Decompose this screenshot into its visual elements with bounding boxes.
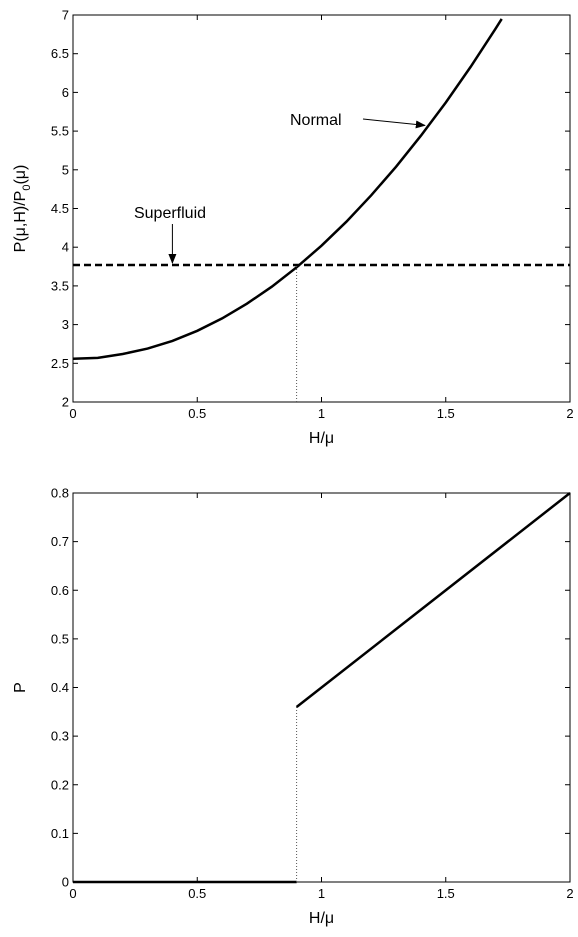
y-tick-label: 0.4	[51, 680, 69, 695]
y-tick-label: 7	[62, 8, 69, 23]
x-tick-label: 0	[69, 886, 76, 901]
y-tick-label: 2	[62, 395, 69, 410]
x-axis-label: H/μ	[309, 910, 334, 927]
annotation-normal-label: Normal	[290, 112, 342, 129]
y-tick-label: 3.5	[51, 278, 69, 293]
series-line-solid	[295, 492, 571, 708]
y-tick-label: 0.3	[51, 729, 69, 744]
series-group	[72, 18, 570, 402]
annotation-normal-arrow	[362, 118, 426, 129]
x-ticks: 0 0.5 1 1.5 2	[69, 15, 574, 421]
x-ticks: 0 0.5 1 1.5 2	[69, 493, 574, 901]
x-tick-label: 1	[318, 406, 325, 421]
x-tick-label: 0.5	[188, 406, 206, 421]
x-tick-label: 1.5	[437, 886, 455, 901]
chart-bottom: 00.10.20.30.40.50.60.70.8 0 0.5 1 1.5 2 H/μ …	[12, 486, 574, 928]
x-axis-label: H/μ	[309, 430, 334, 447]
y-tick-label: 2.5	[51, 356, 69, 371]
x-tick-label: 2	[566, 886, 573, 901]
y-tick-label: 6.5	[51, 46, 69, 61]
y-tick-label: 4.5	[51, 201, 69, 216]
x-tick-label: 0.5	[188, 886, 206, 901]
x-tick-label: 1.5	[437, 406, 455, 421]
annotations: Normal Superfluid	[134, 112, 426, 265]
y-tick-label: 0.8	[51, 486, 69, 501]
y-tick-label: 4	[62, 240, 69, 255]
series-line-solid	[72, 18, 503, 360]
annotation-superfluid-label: Superfluid	[134, 205, 206, 222]
chart-top: 2 2.5 3 3.5 4 4.5 5 5.5 6 6.5 7 0 0.5 1 1.5 2 Normal Su…	[12, 8, 574, 448]
x-tick-label: 2	[566, 406, 573, 421]
y-tick-label: 6	[62, 85, 69, 100]
y-ticks: 0 0.1 0.2 0.3 0.4 0.5 0.6 0.7 0.8	[51, 486, 570, 890]
y-axis-label-main: P(μ,H)/P	[12, 191, 29, 253]
y-tick-label: 0.7	[51, 534, 69, 549]
y-tick-label: 0.6	[51, 583, 69, 598]
y-tick-label: 0.1	[51, 826, 69, 841]
series-group	[73, 492, 571, 884]
x-tick-label: 1	[318, 886, 325, 901]
y-tick-label: 5	[62, 162, 69, 177]
x-tick-label: 0	[69, 406, 76, 421]
y-axis-label: P(μ,H)/P0(μ)	[12, 165, 33, 253]
y-axis-label-suffix: (μ)	[12, 165, 29, 185]
y-tick-label: 3	[62, 317, 69, 332]
y-tick-label: 0.5	[51, 631, 69, 646]
y-tick-label: 0.2	[51, 777, 69, 792]
y-tick-label: 5.5	[51, 124, 69, 139]
y-axis-label: P	[12, 682, 29, 693]
y-ticks: 2 2.5 3 3.5 4 4.5 5 5.5 6 6.5 7	[51, 8, 570, 410]
y-tick-label: 0	[62, 875, 69, 890]
y-axis-label-subscript: 0	[21, 185, 33, 191]
